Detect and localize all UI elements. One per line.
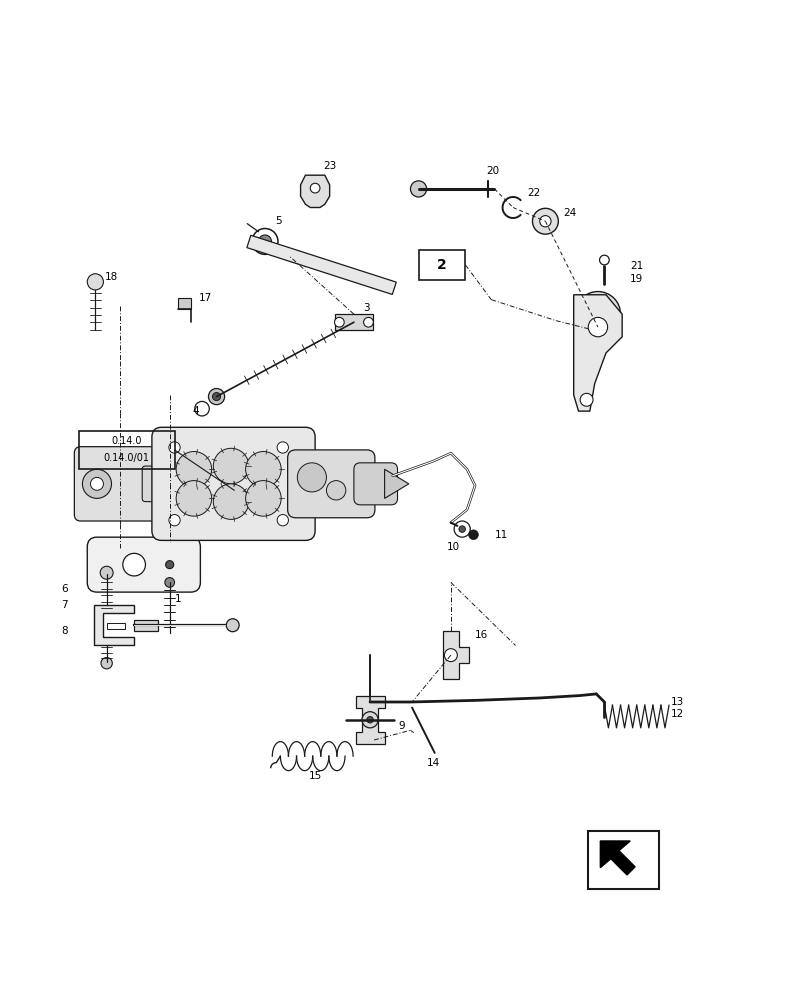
Circle shape	[195, 401, 209, 416]
Bar	[588, 831, 659, 889]
Text: 21: 21	[630, 261, 643, 271]
Circle shape	[246, 452, 281, 487]
Circle shape	[226, 619, 239, 632]
Circle shape	[588, 317, 608, 337]
Bar	[107, 623, 125, 629]
Circle shape	[100, 566, 113, 579]
Circle shape	[169, 515, 180, 526]
FancyBboxPatch shape	[288, 450, 375, 518]
Circle shape	[367, 717, 373, 723]
Circle shape	[335, 317, 344, 327]
Circle shape	[252, 229, 278, 254]
Circle shape	[213, 393, 221, 401]
Text: 0.14.0: 0.14.0	[112, 436, 142, 446]
Text: 20: 20	[486, 166, 499, 176]
Text: 13: 13	[671, 697, 684, 707]
Circle shape	[176, 481, 212, 516]
Circle shape	[246, 481, 281, 516]
Circle shape	[444, 649, 457, 662]
Text: 17: 17	[199, 293, 212, 303]
Text: 14: 14	[427, 758, 440, 768]
FancyBboxPatch shape	[87, 537, 200, 592]
Polygon shape	[247, 235, 396, 294]
Circle shape	[169, 442, 180, 453]
Text: 6: 6	[61, 584, 68, 594]
FancyBboxPatch shape	[74, 447, 158, 521]
Circle shape	[459, 526, 465, 532]
Text: 23: 23	[323, 161, 336, 171]
Circle shape	[469, 530, 478, 540]
Circle shape	[585, 301, 611, 327]
Circle shape	[297, 463, 326, 492]
Circle shape	[208, 388, 225, 405]
Circle shape	[310, 183, 320, 193]
Text: 11: 11	[495, 530, 508, 540]
Text: 9: 9	[398, 721, 405, 731]
Polygon shape	[600, 841, 635, 875]
Polygon shape	[443, 631, 469, 679]
Text: 5: 5	[275, 216, 281, 226]
FancyBboxPatch shape	[152, 427, 315, 540]
Circle shape	[540, 216, 551, 227]
Circle shape	[580, 393, 593, 406]
Polygon shape	[385, 469, 409, 498]
Text: 0.14.0/01: 0.14.0/01	[104, 453, 149, 463]
Polygon shape	[356, 696, 385, 744]
Text: 12: 12	[671, 709, 684, 719]
Text: 18: 18	[105, 272, 118, 282]
Bar	[178, 298, 191, 309]
Circle shape	[362, 712, 378, 728]
Circle shape	[575, 292, 621, 337]
Text: 24: 24	[563, 208, 576, 218]
Circle shape	[454, 521, 470, 537]
Text: 4: 4	[192, 406, 199, 416]
Text: 8: 8	[61, 626, 68, 636]
Polygon shape	[301, 175, 330, 208]
Text: 1: 1	[175, 594, 181, 604]
Circle shape	[277, 442, 288, 453]
Text: 7: 7	[61, 600, 68, 610]
Circle shape	[166, 561, 174, 569]
Circle shape	[277, 515, 288, 526]
Circle shape	[364, 317, 373, 327]
FancyBboxPatch shape	[354, 463, 398, 505]
Circle shape	[410, 181, 427, 197]
Circle shape	[90, 477, 103, 490]
Bar	[335, 314, 373, 330]
Circle shape	[101, 658, 112, 669]
Text: 3: 3	[364, 303, 370, 313]
Circle shape	[82, 469, 112, 498]
Bar	[419, 250, 465, 280]
Polygon shape	[574, 295, 622, 411]
Circle shape	[165, 578, 175, 587]
Text: 10: 10	[447, 542, 460, 552]
Circle shape	[600, 255, 609, 265]
Text: 2: 2	[437, 258, 447, 272]
Text: 19: 19	[630, 274, 643, 284]
Bar	[134, 620, 158, 631]
Circle shape	[123, 553, 145, 576]
Circle shape	[213, 484, 249, 519]
Circle shape	[87, 274, 103, 290]
Circle shape	[176, 452, 212, 487]
Bar	[79, 431, 175, 469]
Circle shape	[532, 208, 558, 234]
FancyBboxPatch shape	[142, 466, 166, 502]
Circle shape	[326, 481, 346, 500]
Text: 16: 16	[475, 630, 488, 640]
Text: 15: 15	[309, 771, 322, 781]
Circle shape	[259, 235, 271, 248]
Polygon shape	[94, 605, 134, 645]
Text: 22: 22	[528, 188, 541, 198]
Circle shape	[213, 448, 249, 484]
